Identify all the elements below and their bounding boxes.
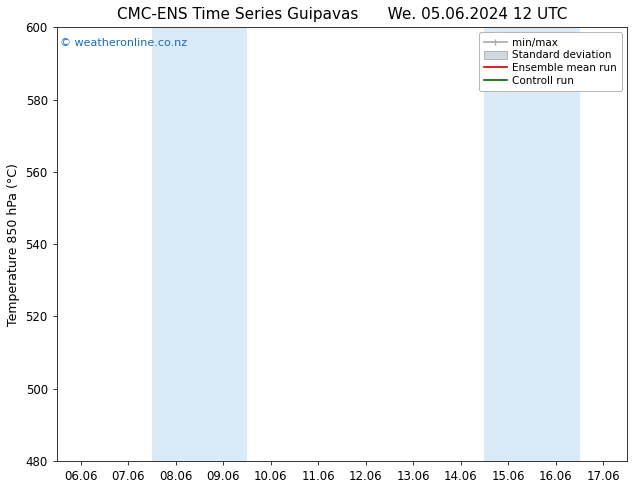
Text: © weatheronline.co.nz: © weatheronline.co.nz: [60, 38, 187, 48]
Title: CMC-ENS Time Series Guipavas      We. 05.06.2024 12 UTC: CMC-ENS Time Series Guipavas We. 05.06.2…: [117, 7, 567, 22]
Y-axis label: Temperature 850 hPa (°C): Temperature 850 hPa (°C): [7, 163, 20, 325]
Bar: [484, 27, 579, 461]
Legend: min/max, Standard deviation, Ensemble mean run, Controll run: min/max, Standard deviation, Ensemble me…: [479, 32, 622, 91]
Bar: [152, 27, 247, 461]
